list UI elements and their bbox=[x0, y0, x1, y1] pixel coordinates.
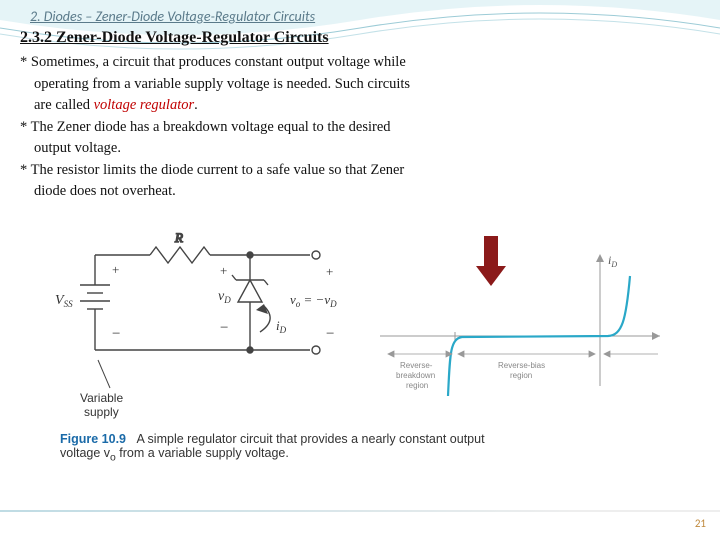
figure-caption: Figure 10.9 A simple regulator circuit t… bbox=[20, 432, 700, 464]
figure-label: Figure 10.9 bbox=[60, 432, 126, 446]
para2-line1: * The Zener diode has a breakdown voltag… bbox=[20, 118, 700, 138]
svg-text:Reverse-: Reverse- bbox=[400, 361, 433, 370]
svg-text:breakdown: breakdown bbox=[396, 371, 435, 380]
svg-text:R: R bbox=[174, 230, 183, 245]
svg-text:supply: supply bbox=[84, 405, 119, 419]
svg-text:iD: iD bbox=[608, 253, 617, 269]
para3-line1: * The resistor limits the diode current … bbox=[20, 161, 700, 181]
emphasis-voltage-regulator: voltage regulator bbox=[94, 97, 195, 113]
slide-content: 2. Diodes – Zener-Diode Voltage-Regulato… bbox=[0, 0, 720, 463]
slide-footer-line bbox=[0, 510, 720, 512]
para2-line2: output voltage. bbox=[20, 139, 700, 159]
svg-text:Variable: Variable bbox=[80, 391, 123, 405]
svg-text:−: − bbox=[326, 326, 334, 342]
svg-text:−: − bbox=[112, 326, 120, 342]
svg-text:region: region bbox=[406, 381, 428, 390]
circuit-diagram: R bbox=[20, 220, 350, 420]
svg-text:VSS: VSS bbox=[55, 293, 73, 309]
para1-line2: operating from a variable supply voltage… bbox=[20, 75, 700, 95]
body-text: * Sometimes, a circuit that produces con… bbox=[20, 53, 700, 202]
section-title: 2.3.2 Zener-Diode Voltage-Regulator Circ… bbox=[20, 29, 700, 47]
para3-line2: diode does not overheat. bbox=[20, 182, 700, 202]
svg-text:+: + bbox=[326, 264, 333, 279]
figures-row: R bbox=[20, 220, 700, 420]
svg-text:Reverse-bias: Reverse-bias bbox=[498, 361, 545, 370]
arrow-down-icon bbox=[476, 236, 506, 286]
breadcrumb: 2. Diodes – Zener-Diode Voltage-Regulato… bbox=[30, 8, 700, 25]
para1-line1: * Sometimes, a circuit that produces con… bbox=[20, 53, 700, 73]
svg-text:region: region bbox=[510, 371, 532, 380]
svg-text:−: − bbox=[220, 320, 228, 336]
svg-text:vD: vD bbox=[218, 289, 231, 305]
page-number: 21 bbox=[695, 517, 706, 530]
para1-line3: are called voltage regulator. bbox=[20, 96, 700, 116]
iv-curve: iD Reverse- breakdown region Reverse-bia… bbox=[370, 236, 670, 396]
svg-text:+: + bbox=[112, 262, 119, 277]
svg-text:+: + bbox=[220, 263, 227, 278]
svg-text:vo = −vD: vo = −vD bbox=[290, 292, 337, 309]
svg-text:iD: iD bbox=[276, 318, 287, 335]
